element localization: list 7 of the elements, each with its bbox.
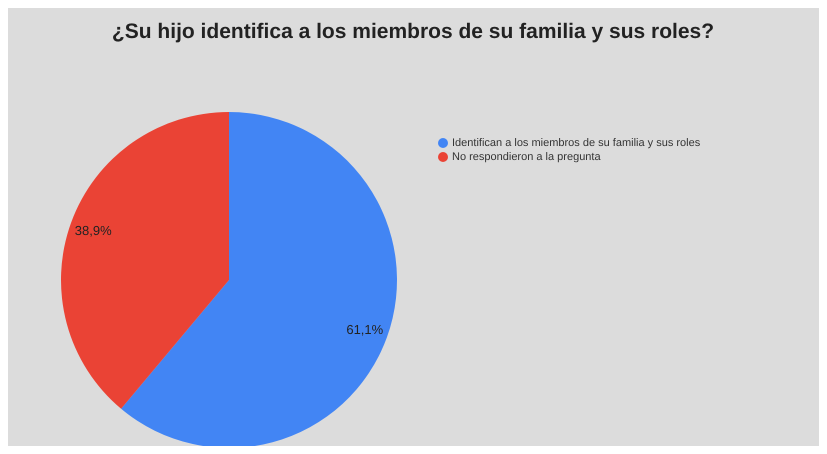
pie-slice (121, 112, 397, 446)
chart-title: ¿Su hijo identifica a los miembros de su familia y sus roles? (110, 19, 716, 45)
data-label: 61,1% (346, 322, 384, 337)
pie-slice (61, 112, 229, 409)
legend-label: No respondieron a la pregunta (452, 151, 601, 163)
legend-label: Identifican a los miembros de su familia y sus roles (452, 137, 700, 149)
data-label: 38,9% (74, 223, 112, 238)
